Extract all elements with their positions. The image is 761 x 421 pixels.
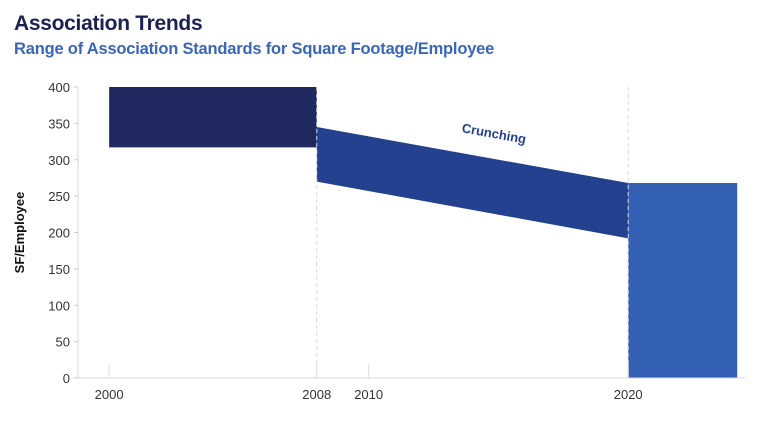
- y-tick-label: 200: [48, 226, 70, 241]
- y-tick-label: 300: [48, 153, 70, 168]
- range-band-2: [316, 127, 629, 239]
- annotation-label: Crunching: [461, 120, 528, 146]
- y-tick-label: 400: [48, 80, 70, 95]
- range-band-3: [628, 183, 738, 378]
- y-axis-title: SF/Employee: [12, 192, 27, 274]
- chart-subtitle: Range of Association Standards for Squar…: [14, 40, 495, 58]
- x-tick-label: 2010: [354, 387, 383, 402]
- y-tick-label: 0: [63, 371, 70, 386]
- x-tick-label: 2008: [302, 387, 331, 402]
- y-tick-label: 50: [56, 335, 70, 350]
- y-tick-label: 350: [48, 116, 70, 131]
- x-tick-label: 2020: [614, 387, 643, 402]
- chart-title: Association Trends: [14, 12, 203, 35]
- x-tick-label: 2000: [95, 387, 124, 402]
- y-tick-label: 250: [48, 189, 70, 204]
- y-tick-label: 100: [48, 298, 70, 313]
- y-tick-label: 150: [48, 262, 70, 277]
- range-band-1: [109, 87, 317, 148]
